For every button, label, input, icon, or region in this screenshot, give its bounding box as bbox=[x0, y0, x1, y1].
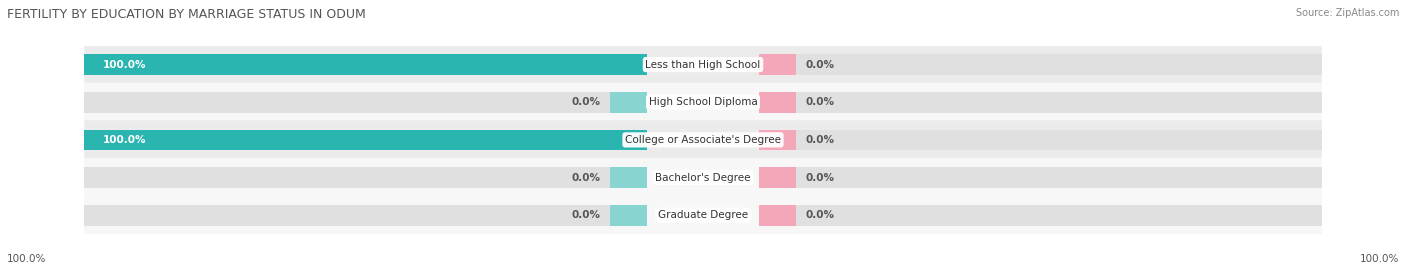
Bar bbox=[84, 130, 647, 150]
Text: College or Associate's Degree: College or Associate's Degree bbox=[626, 135, 780, 145]
Text: 0.0%: 0.0% bbox=[806, 135, 834, 145]
Text: Source: ZipAtlas.com: Source: ZipAtlas.com bbox=[1295, 8, 1399, 18]
Text: 0.0%: 0.0% bbox=[806, 172, 834, 183]
Text: High School Diploma: High School Diploma bbox=[648, 97, 758, 107]
Bar bbox=[759, 205, 1322, 225]
Bar bbox=[84, 54, 647, 75]
FancyBboxPatch shape bbox=[84, 196, 1322, 235]
Bar bbox=[759, 167, 796, 188]
FancyBboxPatch shape bbox=[84, 83, 1322, 122]
Text: FERTILITY BY EDUCATION BY MARRIAGE STATUS IN ODUM: FERTILITY BY EDUCATION BY MARRIAGE STATU… bbox=[7, 8, 366, 21]
FancyBboxPatch shape bbox=[84, 120, 1322, 160]
Bar bbox=[84, 205, 647, 225]
Text: Bachelor's Degree: Bachelor's Degree bbox=[655, 172, 751, 183]
Bar bbox=[759, 54, 796, 75]
Bar bbox=[84, 130, 647, 150]
Text: Graduate Degree: Graduate Degree bbox=[658, 210, 748, 220]
Bar bbox=[759, 167, 1322, 188]
Text: 100.0%: 100.0% bbox=[103, 59, 146, 70]
Bar bbox=[759, 130, 1322, 150]
Text: 0.0%: 0.0% bbox=[806, 59, 834, 70]
Bar bbox=[610, 167, 647, 188]
Bar bbox=[84, 54, 647, 75]
Text: 100.0%: 100.0% bbox=[103, 135, 146, 145]
Text: 0.0%: 0.0% bbox=[572, 97, 600, 107]
Bar bbox=[759, 92, 1322, 113]
Text: Less than High School: Less than High School bbox=[645, 59, 761, 70]
Bar bbox=[759, 130, 796, 150]
Text: 100.0%: 100.0% bbox=[7, 254, 46, 264]
FancyBboxPatch shape bbox=[84, 45, 1322, 84]
FancyBboxPatch shape bbox=[84, 158, 1322, 197]
Bar bbox=[610, 92, 647, 113]
Text: 100.0%: 100.0% bbox=[1360, 254, 1399, 264]
Bar bbox=[759, 54, 1322, 75]
Text: 0.0%: 0.0% bbox=[572, 210, 600, 220]
Text: 0.0%: 0.0% bbox=[572, 172, 600, 183]
Bar bbox=[610, 205, 647, 225]
Bar bbox=[84, 167, 647, 188]
Text: 0.0%: 0.0% bbox=[806, 97, 834, 107]
Bar bbox=[759, 205, 796, 225]
Bar bbox=[84, 92, 647, 113]
Bar bbox=[759, 92, 796, 113]
Text: 0.0%: 0.0% bbox=[806, 210, 834, 220]
